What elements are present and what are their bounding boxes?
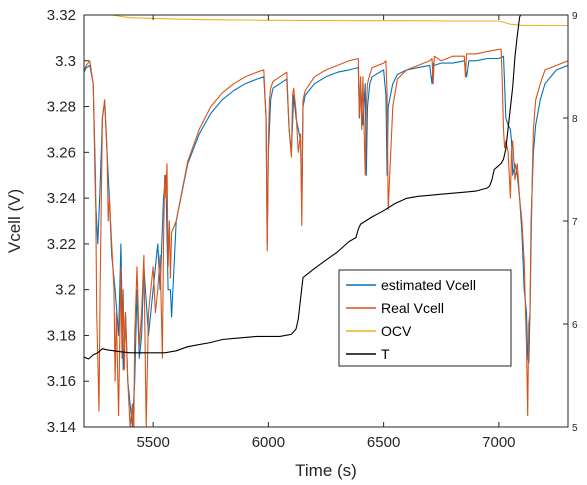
- y-axis-label: Vcell (V): [5, 189, 24, 253]
- y-tick-label: 3.28: [47, 99, 76, 116]
- series-line-real-vcell: [84, 48, 568, 427]
- x-tick-label: 6500: [367, 434, 400, 451]
- y-tick-label: 3.22: [47, 236, 76, 253]
- y-tick-label: 3.3: [55, 53, 76, 70]
- y-tick-label: 3.18: [47, 327, 76, 344]
- y2-tick-label: 7: [572, 217, 578, 228]
- legend-label: OCV: [381, 323, 412, 339]
- y-tick-label: 3.16: [47, 373, 76, 390]
- x-tick-label: 6000: [252, 434, 285, 451]
- y2-tick-label: 6: [572, 320, 578, 331]
- y-tick-label: 3.24: [47, 190, 76, 207]
- x-axis-label: Time (s): [295, 461, 357, 480]
- legend-label: Real Vcell: [381, 300, 444, 316]
- x-tick-label: 7000: [482, 434, 515, 451]
- legend-label: estimated Vcell: [381, 277, 476, 293]
- y2-tick-label: 5: [572, 423, 578, 434]
- y-tick-label: 3.26: [47, 144, 76, 161]
- y2-tick-label: 9: [572, 11, 578, 22]
- legend: estimated Vcell Real Vcell OCV T: [338, 269, 512, 367]
- legend-box: [338, 269, 512, 367]
- y-tick-label: 3.2: [55, 282, 76, 299]
- series-line-ocv: [109, 15, 568, 27]
- legend-label: T: [381, 346, 390, 362]
- y-tick-label: 3.32: [47, 7, 76, 24]
- y-tick-label: 3.14: [47, 419, 76, 436]
- y2-tick-label: 8: [572, 114, 578, 125]
- series-line-t: [84, 15, 522, 360]
- x-tick-label: 5500: [136, 434, 169, 451]
